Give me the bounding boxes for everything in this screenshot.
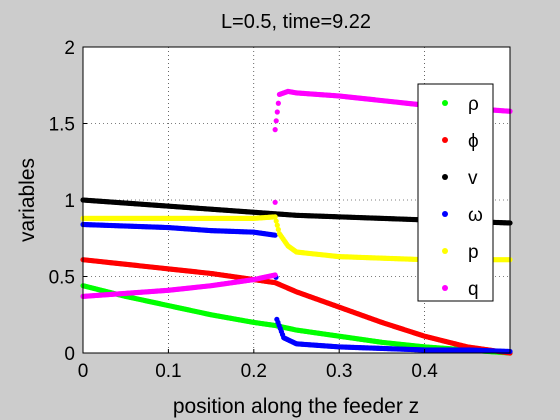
x-axis-label: position along the feeder z — [173, 395, 419, 418]
data-point — [272, 232, 278, 238]
y-tick-label: 0.5 — [49, 268, 75, 289]
legend-marker — [442, 211, 448, 217]
legend-marker — [442, 100, 448, 106]
legend-marker — [442, 285, 448, 291]
x-tick-label: 0.3 — [326, 361, 352, 382]
data-point — [273, 218, 279, 224]
legend-label: q — [468, 279, 479, 300]
data-point — [274, 222, 280, 228]
data-point — [275, 226, 281, 233]
x-tick-label: 0.1 — [155, 361, 181, 382]
legend-label: ρ — [468, 94, 479, 115]
data-point — [272, 127, 278, 133]
series-3 — [80, 221, 513, 355]
y-axis-label: variables — [16, 158, 39, 242]
legend-marker — [442, 137, 448, 143]
data-point — [275, 100, 281, 106]
legend-label: v — [468, 168, 478, 189]
ticks: 0 0.1 0.2 0.3 0.4 0 0.5 1 1.5 2 — [49, 38, 439, 382]
x-tick-label: 0.4 — [411, 361, 438, 382]
x-tick-label: 0 — [78, 361, 89, 382]
x-tick-label: 0.2 — [241, 361, 267, 382]
y-tick-label: 1.5 — [49, 115, 75, 136]
legend-marker — [442, 174, 448, 180]
y-tick-label: 2 — [64, 38, 75, 59]
y-tick-label: 1 — [64, 191, 75, 212]
legend-marker — [442, 248, 448, 254]
legend-box — [417, 83, 494, 302]
data-point — [273, 118, 279, 124]
data-point — [272, 199, 278, 205]
y-tick-label: 0 — [64, 344, 75, 365]
legend-label: ϕ — [468, 131, 479, 152]
data-point — [272, 214, 278, 220]
chart-title: L=0.5, time=9.22 — [221, 11, 371, 33]
data-point — [272, 272, 278, 278]
legend-label: ω — [468, 205, 483, 226]
legend-label: p — [468, 242, 479, 263]
data-point — [274, 109, 280, 115]
